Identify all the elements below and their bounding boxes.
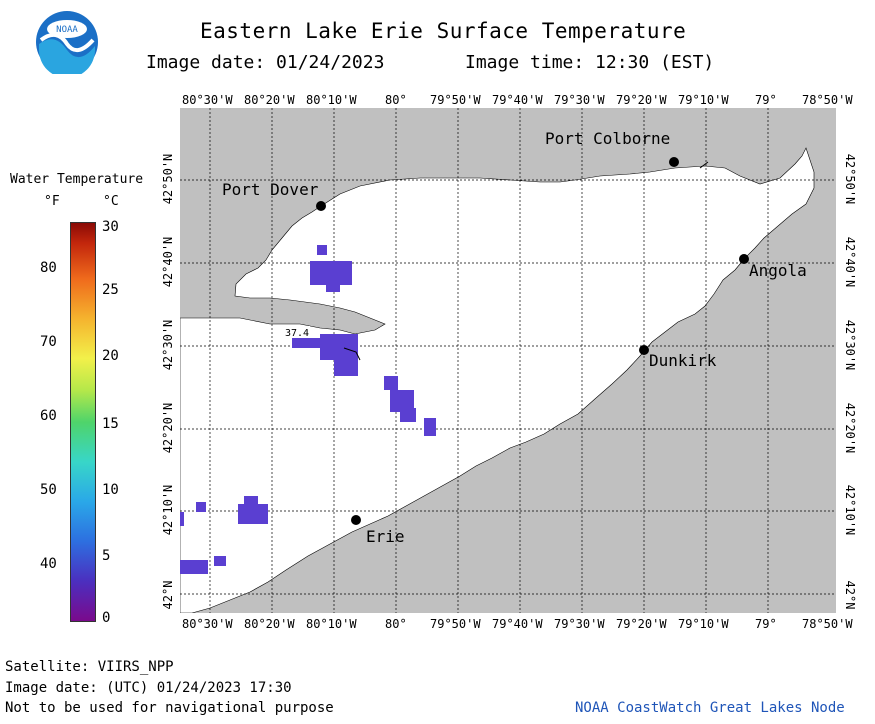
legend-c-tick: 20 bbox=[102, 348, 119, 364]
lat-label: 42°50'N bbox=[843, 153, 857, 205]
label-dunkirk: Dunkirk bbox=[649, 351, 717, 370]
lon-label: 80°20'W bbox=[244, 93, 295, 107]
lat-label: 42°30'N bbox=[161, 319, 175, 371]
footer-satellite: Satellite: VIIRS_NPP bbox=[5, 659, 174, 675]
lat-label: 42°30'N bbox=[843, 319, 857, 371]
lon-label: 79°10'W bbox=[678, 93, 729, 107]
lon-label: 79°30'W bbox=[554, 93, 605, 107]
legend: Water Temperature °F °C 80 70 60 50 40 3… bbox=[0, 168, 160, 628]
legend-title: Water Temperature bbox=[10, 172, 144, 187]
lon-label: 79°40'W bbox=[492, 617, 543, 631]
lon-label: 80°10'W bbox=[306, 93, 357, 107]
legend-f-tick: 60 bbox=[40, 408, 57, 424]
lat-label: 42°10'N bbox=[843, 484, 857, 536]
legend-c-tick: 5 bbox=[102, 548, 111, 564]
lat-label: 42°40'N bbox=[161, 236, 175, 288]
graticule bbox=[180, 108, 836, 613]
lon-label: 80°10'W bbox=[306, 617, 357, 631]
lon-label: 80° bbox=[385, 93, 407, 107]
label-port-dover: Port Dover bbox=[222, 180, 319, 199]
lon-label: 79°50'W bbox=[430, 93, 481, 107]
legend-c-tick: 0 bbox=[102, 610, 111, 626]
lon-label: 79°20'W bbox=[616, 617, 667, 631]
image-time: Image time: 12:30 (EST) bbox=[465, 52, 715, 73]
legend-c-tick: 15 bbox=[102, 416, 119, 432]
lon-label: 80°30'W bbox=[182, 617, 233, 631]
lat-label: 42°10'N bbox=[161, 484, 175, 536]
lon-label: 79°50'W bbox=[430, 617, 481, 631]
legend-f-tick: 80 bbox=[40, 260, 57, 276]
footer-credit: NOAA CoastWatch Great Lakes Node bbox=[575, 700, 845, 716]
city-dot-dunkirk bbox=[639, 345, 649, 355]
image-date: Image date: 01/24/2023 bbox=[146, 52, 385, 73]
lat-label: 42°50'N bbox=[161, 153, 175, 205]
legend-c-tick: 30 bbox=[102, 219, 119, 235]
lat-label: 42°N bbox=[161, 580, 175, 610]
lat-label: 42°N bbox=[843, 580, 857, 610]
probe-label: 37.4 bbox=[285, 328, 309, 339]
noaa-logo: NOAA bbox=[36, 11, 98, 74]
city-dot-port-colborne bbox=[669, 157, 679, 167]
city-dot-port-dover bbox=[316, 201, 326, 211]
lon-label: 78°50'W bbox=[802, 617, 853, 631]
lat-label: 42°20'N bbox=[843, 402, 857, 454]
footer-disclaimer: Not to be used for navigational purpose bbox=[5, 700, 334, 716]
city-markers bbox=[316, 157, 749, 525]
city-dot-erie bbox=[351, 515, 361, 525]
lon-label: 79°10'W bbox=[678, 617, 729, 631]
label-angola: Angola bbox=[749, 261, 807, 280]
lon-label: 80°30'W bbox=[182, 93, 233, 107]
legend-c-tick: 10 bbox=[102, 482, 119, 498]
lon-label: 79°20'W bbox=[616, 93, 667, 107]
footer-utc-date: Image date: (UTC) 01/24/2023 17:30 bbox=[5, 680, 292, 696]
legend-c-tick: 25 bbox=[102, 282, 119, 298]
lon-label: 80° bbox=[385, 617, 407, 631]
label-erie: Erie bbox=[366, 527, 405, 546]
lat-label: 42°20'N bbox=[161, 402, 175, 454]
lon-label: 79° bbox=[755, 617, 777, 631]
map-panel: 37.4 bbox=[180, 108, 836, 613]
lon-label: 78°50'W bbox=[802, 93, 853, 107]
lon-label: 79° bbox=[755, 93, 777, 107]
legend-f-tick: 40 bbox=[40, 556, 57, 572]
legend-colorbar bbox=[70, 222, 96, 622]
legend-unit-f: °F bbox=[44, 194, 60, 209]
legend-f-tick: 70 bbox=[40, 334, 57, 350]
probe-box bbox=[284, 326, 310, 338]
svg-text:NOAA: NOAA bbox=[56, 25, 78, 35]
lon-label: 80°20'W bbox=[244, 617, 295, 631]
map-title: Eastern Lake Erie Surface Temperature bbox=[200, 19, 687, 43]
lat-label: 42°40'N bbox=[843, 236, 857, 288]
label-port-colborne: Port Colborne bbox=[545, 129, 671, 148]
city-dot-angola bbox=[739, 254, 749, 264]
lon-label: 79°30'W bbox=[554, 617, 605, 631]
legend-f-tick: 50 bbox=[40, 482, 57, 498]
lon-label: 79°40'W bbox=[492, 93, 543, 107]
cold-water-pixels bbox=[180, 245, 436, 574]
legend-unit-c: °C bbox=[103, 194, 119, 209]
